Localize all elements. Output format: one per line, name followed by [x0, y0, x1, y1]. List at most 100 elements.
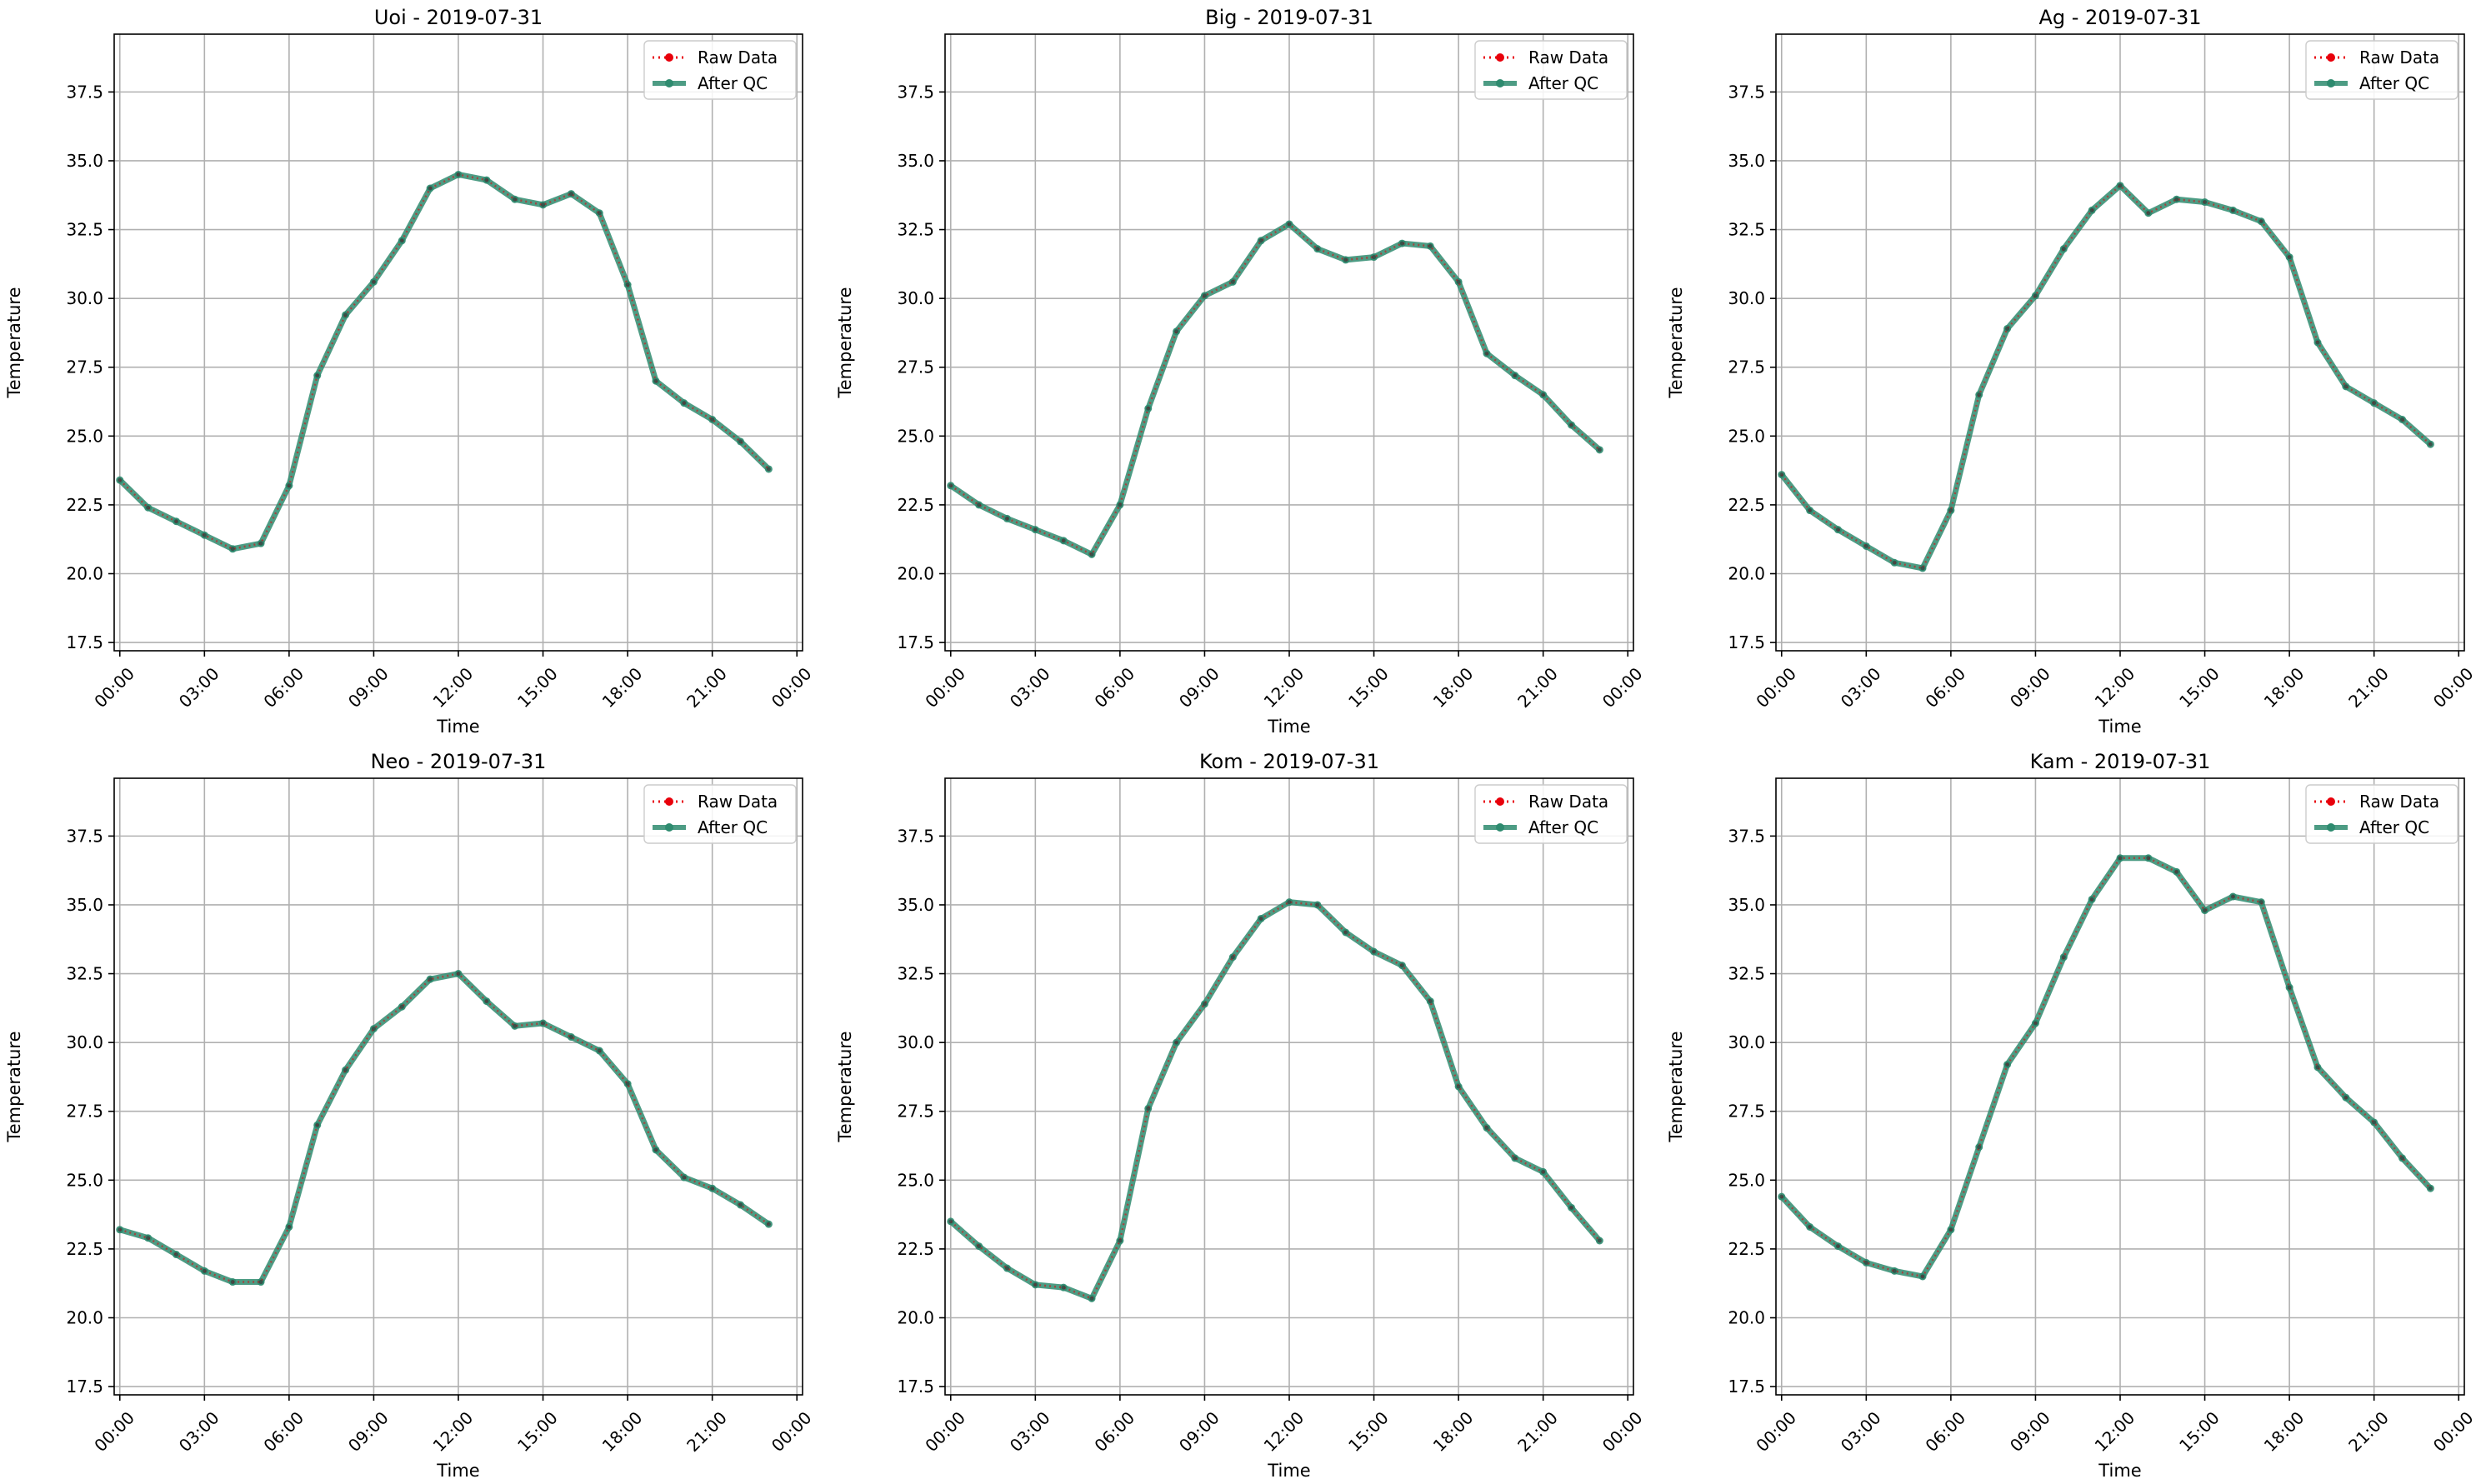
point-raw-data [1808, 1224, 1813, 1229]
point-raw-data [1428, 243, 1433, 248]
point-raw-data [653, 1147, 658, 1152]
point-raw-data [1484, 351, 1489, 356]
y-tick-label: 27.5 [66, 357, 103, 377]
point-raw-data [1202, 1002, 1207, 1007]
point-raw-data [513, 1023, 518, 1028]
point-raw-data [1977, 1145, 1982, 1150]
point-raw-data [146, 505, 151, 510]
point-raw-data [948, 483, 953, 488]
point-raw-data [568, 1035, 573, 1040]
y-tick-label: 35.0 [1728, 151, 1765, 171]
legend: Raw Data After QC [643, 40, 797, 100]
point-raw-data [541, 202, 546, 207]
point-raw-data [258, 541, 263, 546]
y-axis-label: Temperature [4, 1031, 24, 1142]
point-raw-data [1513, 373, 1518, 378]
point-raw-data [653, 378, 658, 383]
point-raw-data [1287, 900, 1292, 905]
point-raw-data [1372, 255, 1377, 260]
point-raw-data [2287, 985, 2292, 990]
point-raw-data [2146, 856, 2151, 861]
point-raw-data [1920, 1274, 1925, 1279]
x-axis-label: Time [1267, 717, 1310, 737]
y-tick-label: 27.5 [1728, 1102, 1765, 1122]
legend-label-raw-data: Raw Data [698, 792, 778, 812]
legend-label-after-qc: After QC [2359, 817, 2429, 837]
point-raw-data [1089, 552, 1094, 557]
x-axis-label: Time [436, 1461, 479, 1481]
point-raw-data [1118, 1238, 1123, 1243]
y-tick-label: 25.0 [1728, 426, 1765, 446]
point-raw-data [1004, 1266, 1009, 1271]
point-raw-data [2315, 1065, 2320, 1070]
point-raw-data [1033, 527, 1038, 532]
y-tick-label: 27.5 [897, 357, 934, 377]
y-tick-label: 35.0 [66, 151, 103, 171]
point-raw-data [1399, 963, 1404, 968]
x-tick-label: 21:00 [683, 1407, 731, 1456]
series-line-after-qc [948, 899, 1603, 1302]
point-raw-data [1061, 538, 1066, 543]
point-raw-data [1541, 1169, 1546, 1174]
legend-label-after-qc: After QC [2359, 73, 2429, 93]
y-tick-label: 30.0 [1728, 1032, 1765, 1052]
x-tick-label: 12:00 [2091, 663, 2139, 712]
y-tick-label: 30.0 [66, 1032, 103, 1052]
y-tick-label: 25.0 [1728, 1170, 1765, 1190]
x-tick-label: 00:00 [2429, 1407, 2478, 1456]
point-raw-data [1287, 222, 1292, 227]
point-raw-data [371, 279, 376, 284]
point-raw-data [1513, 1156, 1518, 1161]
point-raw-data [597, 211, 602, 216]
point-raw-data [173, 1252, 178, 1257]
point-raw-data [371, 1027, 376, 1032]
point-raw-data [1202, 293, 1207, 298]
y-axis-label: Temperature [835, 1031, 855, 1142]
y-tick-label: 32.5 [897, 220, 934, 240]
x-tick-label: 12:00 [2091, 1407, 2139, 1456]
x-tick-label: 06:00 [1921, 1407, 1969, 1456]
x-tick-label: 15:00 [1344, 1407, 1393, 1456]
point-raw-data [2428, 442, 2433, 447]
subplot-title: Big - 2019-07-31 [1205, 6, 1373, 29]
legend-marker-raw-data [665, 53, 673, 62]
point-raw-data [1343, 257, 1348, 262]
point-raw-data [2287, 255, 2292, 260]
y-tick-label: 32.5 [1728, 220, 1765, 240]
point-raw-data [1779, 1194, 1784, 1199]
x-tick-label: 06:00 [1090, 1407, 1138, 1456]
point-raw-data [1258, 238, 1263, 243]
point-raw-data [948, 1219, 953, 1224]
point-raw-data [1174, 1040, 1179, 1045]
point-raw-data [682, 401, 687, 406]
point-raw-data [1315, 902, 1320, 907]
x-tick-label: 15:00 [513, 663, 562, 712]
point-raw-data [484, 177, 489, 182]
point-raw-data [1456, 1084, 1461, 1089]
point-raw-data [1372, 949, 1377, 954]
y-tick-label: 25.0 [897, 1170, 934, 1190]
point-raw-data [738, 439, 743, 444]
point-raw-data [1597, 1238, 1602, 1243]
y-tick-label: 20.0 [1728, 564, 1765, 584]
y-tick-label: 37.5 [66, 82, 103, 102]
subplot-title: Kam - 2019-07-31 [2030, 750, 2211, 773]
x-tick-label: 03:00 [1006, 663, 1054, 712]
point-raw-data [1089, 1296, 1094, 1301]
point-raw-data [1061, 1285, 1066, 1290]
x-tick-label: 06:00 [1090, 663, 1138, 712]
legend-marker-after-qc [1496, 79, 1504, 87]
y-tick-label: 27.5 [1728, 357, 1765, 377]
y-tick-label: 25.0 [66, 1170, 103, 1190]
x-tick-label: 15:00 [2175, 1407, 2223, 1456]
point-raw-data [1230, 279, 1235, 284]
point-raw-data [1230, 955, 1235, 960]
point-raw-data [1835, 1244, 1840, 1249]
x-tick-label: 06:00 [259, 663, 308, 712]
y-tick-label: 30.0 [897, 288, 934, 308]
y-tick-label: 17.5 [897, 1377, 934, 1397]
point-raw-data [2428, 1186, 2433, 1191]
x-tick-label: 12:00 [1260, 663, 1308, 712]
x-tick-label: 18:00 [2260, 663, 2308, 712]
